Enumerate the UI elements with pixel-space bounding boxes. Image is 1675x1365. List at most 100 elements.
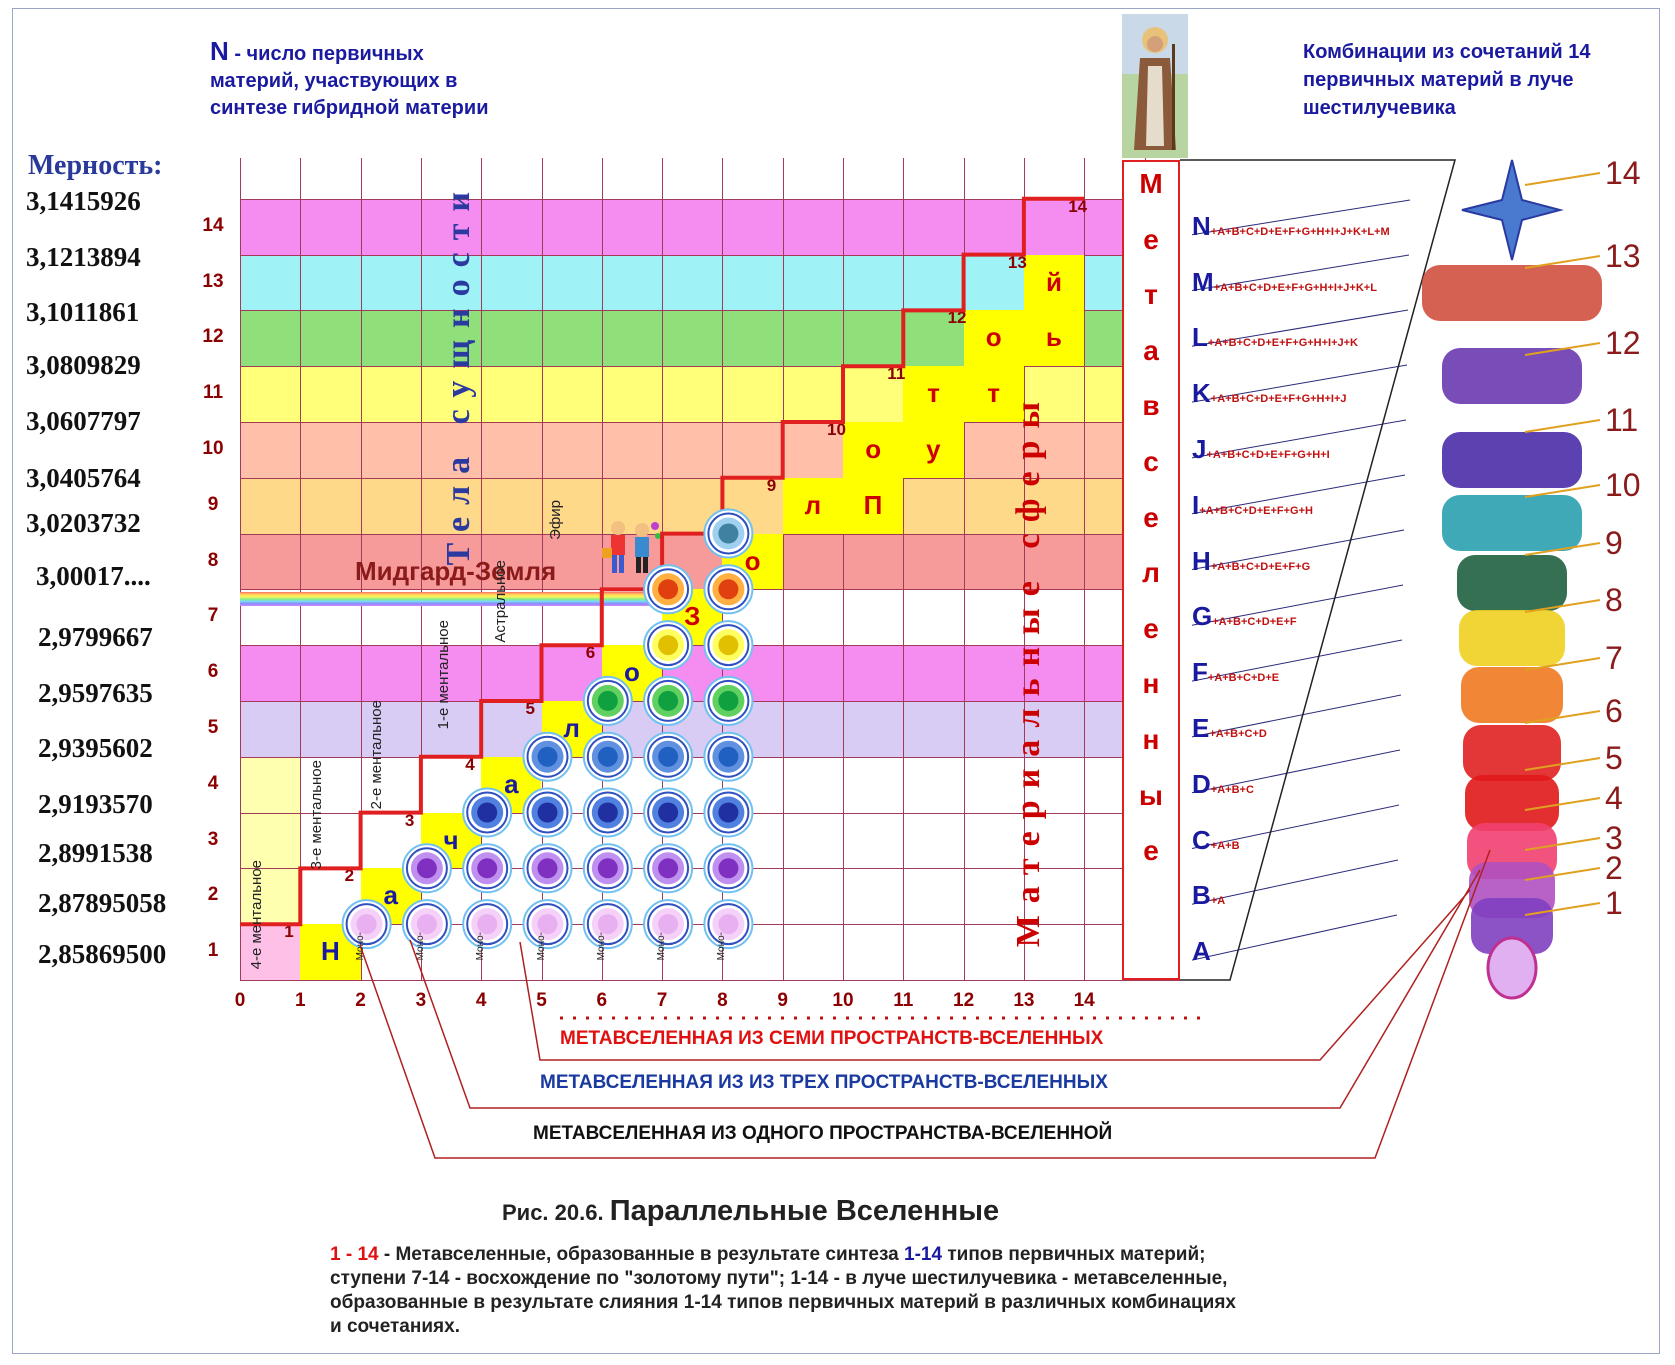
- x-axis-label: 3: [415, 990, 427, 1011]
- combo-row: B+A: [1192, 880, 1225, 911]
- sphere: [643, 843, 694, 894]
- sphere: [703, 787, 754, 838]
- meta-letter: е: [1143, 835, 1159, 867]
- tower-segment: [1422, 265, 1602, 321]
- sphere: [703, 508, 754, 559]
- sphere: [582, 899, 633, 950]
- grid-hline: [240, 477, 1180, 479]
- dimension-value: 3,1415926: [26, 186, 141, 216]
- grid-vline: [1084, 158, 1086, 980]
- step-cell: [963, 310, 1024, 367]
- sphere: [582, 675, 633, 726]
- combo-letter: M: [1192, 266, 1214, 297]
- sphere: [341, 899, 392, 950]
- combo-row: A: [1192, 936, 1211, 967]
- meta-letter: л: [1142, 557, 1160, 589]
- dimension-value: 2,9395602: [38, 733, 153, 763]
- tower-number: 4: [1605, 780, 1623, 816]
- tower-segment: [1471, 898, 1553, 954]
- sphere: [703, 675, 754, 726]
- meta-letter: М: [1139, 168, 1163, 199]
- grid-hline: [240, 254, 1180, 256]
- sphere: [643, 620, 694, 671]
- step-letter: а: [383, 880, 398, 911]
- step-letter: л: [804, 489, 822, 520]
- sphere: [401, 899, 452, 950]
- combo-sub: +A+B+C+D+E+F+G+H+I+J+K+L+M: [1210, 225, 1390, 238]
- step-number: 1: [284, 922, 294, 942]
- sphere: [703, 899, 754, 950]
- step-cell: [1023, 254, 1085, 311]
- dimension-value: 2,85869500: [38, 939, 167, 969]
- combo-row: M+A+B+C+D+E+F+G+H+I+J+K+L: [1192, 267, 1377, 298]
- combo-sub: +A+B+C+D+E+F+G: [1210, 560, 1311, 573]
- tower-base: [1486, 936, 1538, 1000]
- y-axis-label: 11: [202, 382, 224, 404]
- sphere: [643, 899, 694, 950]
- combo-sub: +A+B+C+D+E+F+G+H+I+J+K+L: [1213, 281, 1377, 294]
- low-yellow-band: [240, 756, 301, 925]
- meta-letter: е: [1143, 223, 1159, 255]
- tower-number: 3: [1605, 820, 1623, 856]
- combo-letter: L: [1192, 322, 1208, 353]
- sphere: [643, 564, 694, 615]
- combo-letter: E: [1192, 712, 1210, 743]
- legend-n-letter: N: [210, 36, 229, 66]
- x-axis-label: 7: [656, 990, 668, 1011]
- upper-cell: [903, 422, 964, 478]
- grid-vline: [300, 158, 302, 980]
- legend-n-text: - число первичных материй, участвующих в…: [210, 43, 489, 119]
- step-letter: З: [684, 601, 701, 632]
- dimension-value: 2,9193570: [38, 789, 153, 819]
- x-axis-label: 8: [717, 990, 728, 1011]
- sphere: [643, 675, 694, 726]
- sphere: [522, 731, 573, 782]
- combo-letter: C: [1192, 824, 1211, 855]
- grid-vline: [541, 158, 543, 980]
- sphere: [522, 787, 573, 838]
- caption-range2: 1-14: [904, 1244, 943, 1265]
- step-number: 3: [404, 810, 415, 830]
- dimension-value: 2,9597635: [38, 678, 153, 708]
- grid-hline: [240, 310, 1180, 312]
- x-axis-label: 2: [355, 990, 366, 1011]
- caption-range: 1 - 14: [330, 1244, 379, 1265]
- x-axis-label: 13: [1013, 990, 1035, 1011]
- dimension-header: Мерность:: [28, 150, 163, 181]
- tower-number: 11: [1605, 402, 1639, 438]
- combo-letter: H: [1192, 545, 1211, 576]
- x-axis-label: 9: [777, 990, 788, 1011]
- y-axis-label: 2: [207, 884, 219, 906]
- caption-body: 1 - 14 - Метавселенные, образованные в р…: [330, 1243, 1250, 1339]
- sphere: [522, 899, 573, 950]
- step-number: 2: [344, 866, 355, 886]
- step-cell: [903, 366, 964, 422]
- tower-segment: [1442, 348, 1582, 404]
- step-number: 6: [585, 643, 596, 663]
- grid-vline: [420, 158, 422, 980]
- combo-row: E+A+B+C+D: [1192, 713, 1267, 744]
- y-axis-label: 3: [207, 828, 219, 850]
- combo-row: L+A+B+C+D+E+F+G+H+I+J+K: [1192, 322, 1358, 353]
- dimension-value: 3,0607797: [26, 406, 141, 436]
- grid-vline: [240, 158, 241, 980]
- combo-sub: +A: [1210, 895, 1226, 908]
- combo-sub: +A+B+C+D+E+F: [1212, 616, 1297, 629]
- y-axis-label: 1: [207, 940, 219, 962]
- sphere: [703, 731, 754, 782]
- dimension-value: 3,0809829: [26, 350, 141, 380]
- tower-segment: [1461, 667, 1563, 723]
- level-band: [240, 254, 1180, 311]
- dimension-value: 3,0405764: [26, 463, 141, 493]
- y-axis-label: 6: [207, 661, 219, 683]
- upper-letter: т: [987, 378, 1000, 409]
- sphere: [703, 564, 754, 615]
- tower-number: 7: [1605, 640, 1623, 676]
- dimension-value: 2,87895058: [38, 888, 167, 918]
- x-axis-label: 10: [832, 990, 854, 1011]
- grid-vline: [481, 158, 483, 980]
